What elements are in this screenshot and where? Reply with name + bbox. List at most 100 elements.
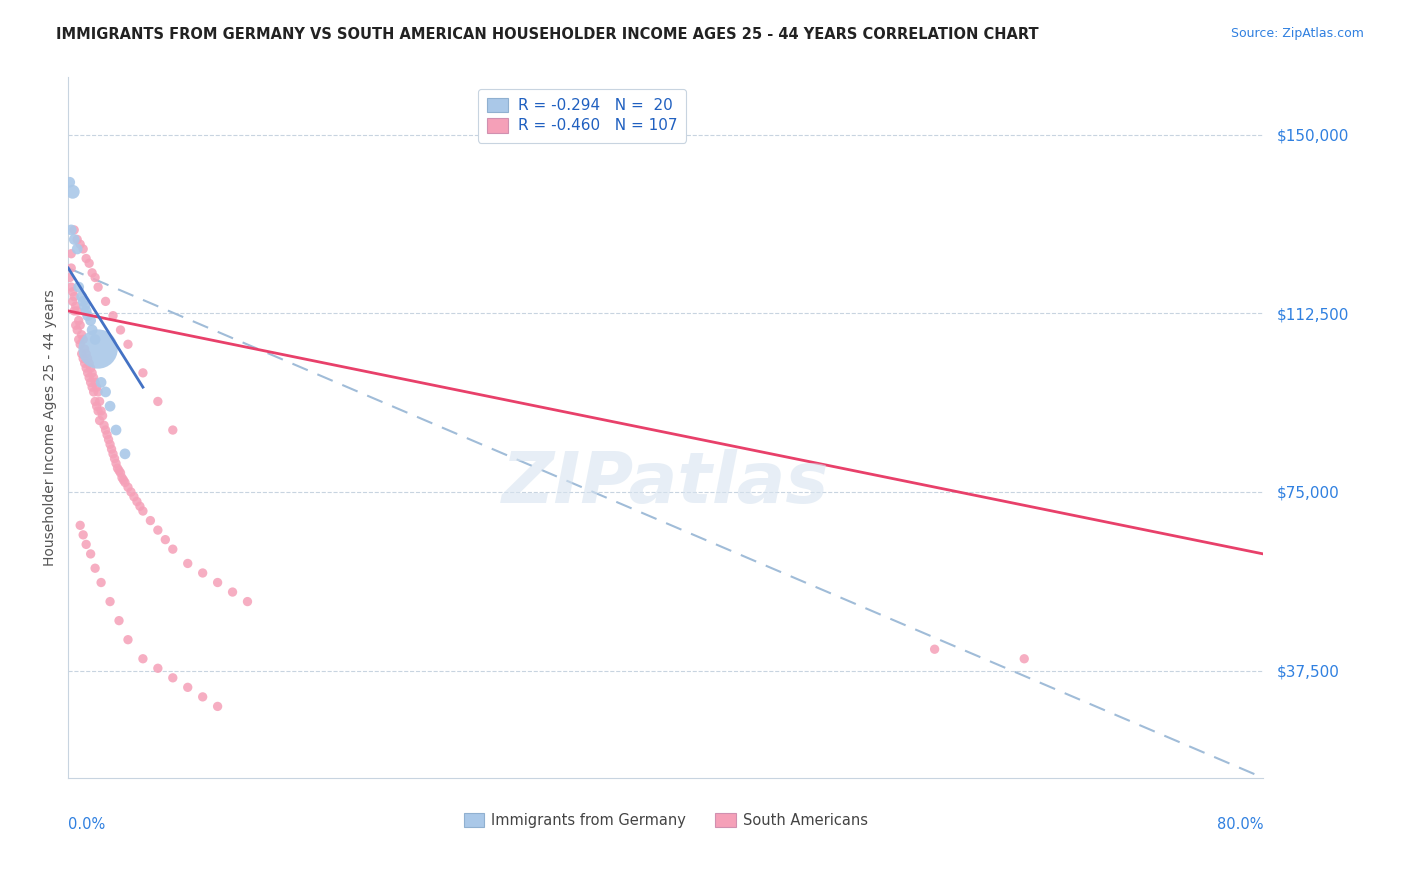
Point (59, 175, 82, 189)
Point (67, 313, 90, 327)
Point (86, 399, 108, 413)
Point (96, 427, 118, 442)
Point (84, 561, 107, 575)
Point (139, 514, 162, 528)
Point (87, 280, 110, 294)
Point (108, 464, 131, 478)
Point (75, 347, 97, 361)
Point (129, 500, 152, 514)
Point (60, 280, 83, 294)
Point (82, 266, 104, 280)
Point (89, 394, 111, 409)
Point (98, 399, 121, 413)
Point (69, 237, 91, 252)
Point (84, 333, 107, 347)
Point (97, 433, 120, 447)
Point (207, 699, 229, 714)
Point (82, 323, 104, 337)
Point (90, 376, 112, 390)
Point (105, 457, 128, 471)
Point (77, 370, 100, 384)
Point (60, 223, 83, 237)
Point (60, 260, 83, 275)
Point (63, 304, 86, 318)
Point (146, 394, 169, 409)
Point (110, 323, 132, 337)
Text: IMMIGRANTS FROM GERMANY VS SOUTH AMERICAN HOUSEHOLDER INCOME AGES 25 - 44 YEARS : IMMIGRANTS FROM GERMANY VS SOUTH AMERICA… (56, 27, 1039, 42)
Point (111, 471, 134, 485)
Point (924, 642, 946, 657)
Point (155, 533, 177, 547)
Point (63, 223, 86, 237)
Point (103, 451, 125, 466)
Point (98, 437, 121, 451)
Point (117, 337, 139, 351)
Point (70, 347, 93, 361)
Point (87, 342, 110, 356)
Point (77, 256, 100, 270)
Point (83, 370, 105, 384)
Point (66, 242, 89, 256)
Point (94, 423, 117, 437)
Point (132, 366, 155, 380)
Point (117, 632, 139, 647)
Point (67, 333, 90, 347)
Point (82, 380, 104, 394)
Point (69, 337, 91, 351)
Point (66, 232, 89, 246)
Y-axis label: Householder Income Ages 25 - 44 years: Householder Income Ages 25 - 44 years (44, 289, 58, 566)
Point (73, 342, 96, 356)
Text: 80.0%: 80.0% (1216, 817, 1263, 831)
Point (162, 423, 184, 437)
Text: 0.0%: 0.0% (69, 817, 105, 831)
Point (105, 423, 128, 437)
Point (90, 575, 112, 590)
Point (89, 413, 111, 427)
Point (86, 380, 108, 394)
Point (162, 542, 184, 557)
Point (62, 285, 84, 299)
Point (117, 480, 139, 494)
Point (77, 356, 100, 370)
Point (79, 361, 101, 376)
Point (162, 671, 184, 685)
Point (82, 366, 104, 380)
Point (101, 447, 124, 461)
Point (120, 485, 142, 500)
Point (79, 313, 101, 327)
Point (60, 246, 83, 260)
Point (84, 376, 107, 390)
Point (62, 294, 84, 309)
Point (72, 351, 94, 366)
Point (67, 280, 90, 294)
Point (72, 528, 94, 542)
Point (236, 594, 259, 608)
Point (75, 361, 97, 376)
Point (84, 394, 107, 409)
Point (65, 299, 87, 313)
Legend: Immigrants from Germany, South Americans: Immigrants from Germany, South Americans (458, 807, 873, 834)
Point (94, 294, 117, 309)
Point (107, 461, 129, 475)
Point (191, 690, 214, 704)
Point (114, 475, 136, 490)
Point (65, 318, 87, 333)
Point (75, 304, 97, 318)
Point (63, 290, 86, 304)
Point (70, 327, 93, 342)
Point (177, 557, 200, 571)
Point (94, 384, 117, 399)
Point (79, 547, 101, 561)
Point (110, 466, 132, 480)
Point (79, 376, 101, 390)
Point (191, 566, 214, 580)
Point (1012, 652, 1035, 666)
Point (132, 504, 155, 518)
Point (76, 366, 98, 380)
Point (84, 270, 107, 285)
Point (62, 185, 84, 199)
Point (83, 384, 105, 399)
Point (59, 270, 82, 285)
Point (76, 309, 98, 323)
Point (101, 309, 124, 323)
